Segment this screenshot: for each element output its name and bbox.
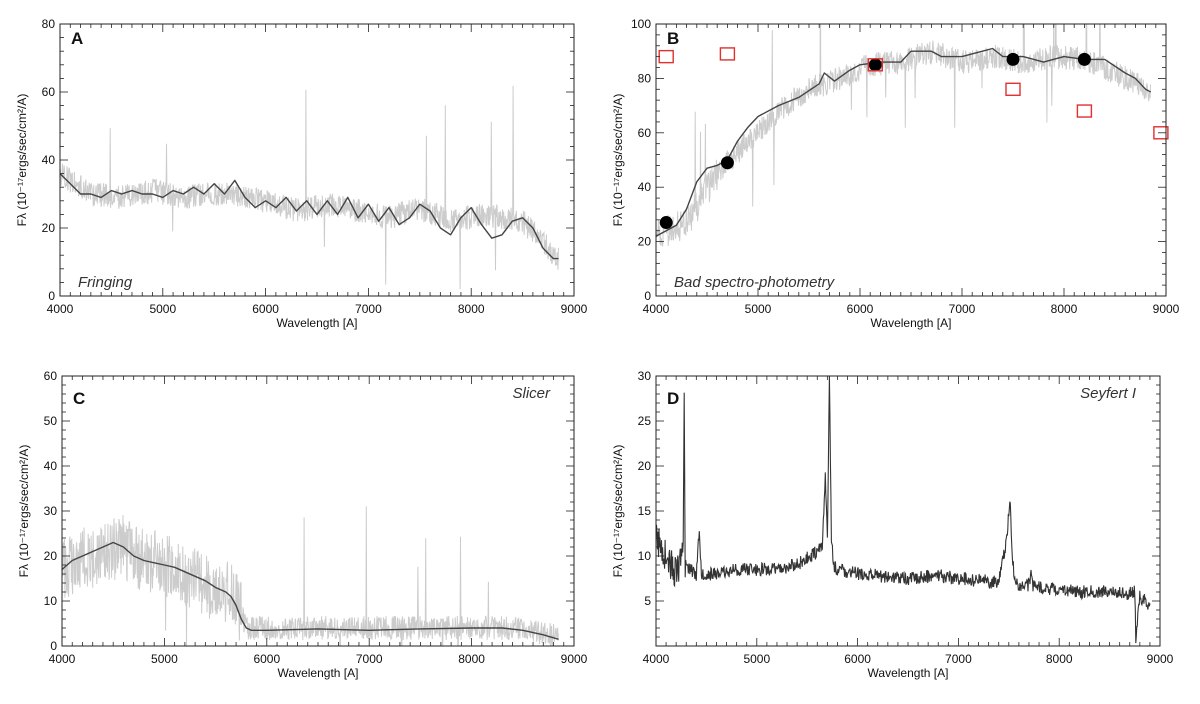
x-tick-label: 8000 [458,302,485,316]
x-tick-label: 7000 [356,652,383,666]
y-tick-label: 20 [44,549,58,563]
y-axis-title: Fλ (10⁻¹⁷ergs/sec/cm²/A) [611,445,625,578]
y-axis-title: Fλ (10⁻¹⁷ergs/sec/cm²/A) [17,445,31,578]
x-tick-label: 9000 [1153,302,1180,316]
photometry-square [1005,82,1021,96]
x-tick-label: 6000 [847,302,874,316]
x-tick-label: 4000 [643,302,670,316]
y-tick-label: 60 [44,369,58,383]
y-tick-label: 50 [44,414,58,428]
x-tick-label: 8000 [1051,302,1078,316]
y-tick-label: 40 [44,459,58,473]
x-axis-title: Wavelength [A] [278,666,359,680]
x-tick-label: 8000 [458,652,485,666]
x-tick-label: 4000 [49,652,76,666]
panel-d: 4000 5000 6000 7000 8000 9000 5 10 15 20 25 30 Wavel… [611,369,1174,680]
panel-annotation: Seyfert I [1080,385,1136,402]
series-1-noisy-line [656,24,1151,247]
x-tick-label: 4000 [643,652,670,666]
x-tick-label: 5000 [151,652,178,666]
panel-letter: B [667,29,679,48]
x-tick-label: 9000 [561,652,588,666]
photometry-square [1153,126,1169,140]
x-tick-label: 6000 [844,652,871,666]
x-tick-label: 7000 [355,302,382,316]
plot-area [656,376,1151,644]
x-axis-title: Wavelength [A] [277,316,358,330]
x-axis-title: Wavelength [A] [871,316,952,330]
series-1-noisy-line [656,376,1151,644]
photometry-square [867,58,883,72]
x-tick-label: 7000 [945,652,972,666]
photometry-dot [868,58,882,72]
y-tick-label: 30 [44,504,58,518]
photometry-dot [1006,52,1020,66]
y-tick-label: 25 [638,414,652,428]
panel-annotation: Fringing [78,274,133,291]
x-tick-label: 6000 [252,302,279,316]
panel-b: 4000 5000 6000 7000 8000 9000 0 20 40 60 80 100 Wave… [611,17,1180,330]
photometry-square [719,47,736,61]
photometry-dot [1077,52,1091,66]
x-tick-label: 8000 [1046,652,1073,666]
y-tick-label: 5 [644,594,651,608]
x-tick-label: 5000 [149,302,176,316]
y-tick-label: 40 [42,153,56,167]
x-tick-label: 4000 [47,302,74,316]
panel-annotation: Slicer [512,385,551,402]
y-tick-label: 100 [631,17,651,31]
panel-annotation: Bad spectro-photometry [674,274,836,291]
y-tick-label: 30 [638,369,652,383]
x-tick-label: 6000 [253,652,280,666]
panel-letter: C [73,389,85,408]
x-tick-label: 9000 [561,302,588,316]
x-axis-title: Wavelength [A] [868,666,949,680]
y-axis-title: Fλ (10⁻¹⁷ergs/sec/cm²/A) [611,94,625,227]
series-1-noisy-line [60,85,559,290]
y-tick-label: 0 [644,289,651,303]
photometry-square [658,49,674,64]
y-axis-title: Fλ (10⁻¹⁷ergs/sec/cm²/A) [15,94,29,227]
photometry-square [1076,104,1093,118]
y-tick-label: 60 [638,126,652,140]
y-tick-label: 40 [638,180,652,194]
photometry-dot [720,156,734,170]
plot-area [62,506,559,646]
plot-area [60,85,559,290]
y-tick-label: 0 [48,289,55,303]
series-smoothed-line [656,47,1152,237]
series-1-noisy-line [62,506,559,646]
x-tick-label: 5000 [745,302,772,316]
y-tick-label: 15 [638,504,652,518]
panel-letter: A [71,29,83,48]
x-tick-label: 9000 [1147,652,1174,666]
y-tick-label: 20 [638,459,652,473]
y-tick-label: 20 [638,235,652,249]
y-tick-label: 80 [42,17,56,31]
x-tick-label: 5000 [743,652,770,666]
y-tick-label: 0 [50,639,57,653]
photometry-dot [659,216,673,230]
panel-c: 4000 5000 6000 7000 8000 9000 0 10 20 30 40 50 60 Wav… [17,369,588,680]
axes-frame [655,375,1161,647]
plot-area [656,24,1152,247]
axes-frame [61,375,575,647]
x-tick-label: 7000 [949,302,976,316]
y-tick-label: 10 [638,549,652,563]
series-smoothed-line [60,173,559,260]
y-tick-label: 10 [44,594,58,608]
panel-letter: D [667,389,679,408]
axes-frame [59,23,575,297]
y-tick-label: 60 [42,85,56,99]
series-smoothed-line [62,541,559,640]
y-tick-label: 20 [42,221,56,235]
panel-a: 4000 5000 6000 7000 8000 9000 0 20 40 60 80 Wavelen… [15,17,588,330]
y-tick-label: 80 [638,71,652,85]
